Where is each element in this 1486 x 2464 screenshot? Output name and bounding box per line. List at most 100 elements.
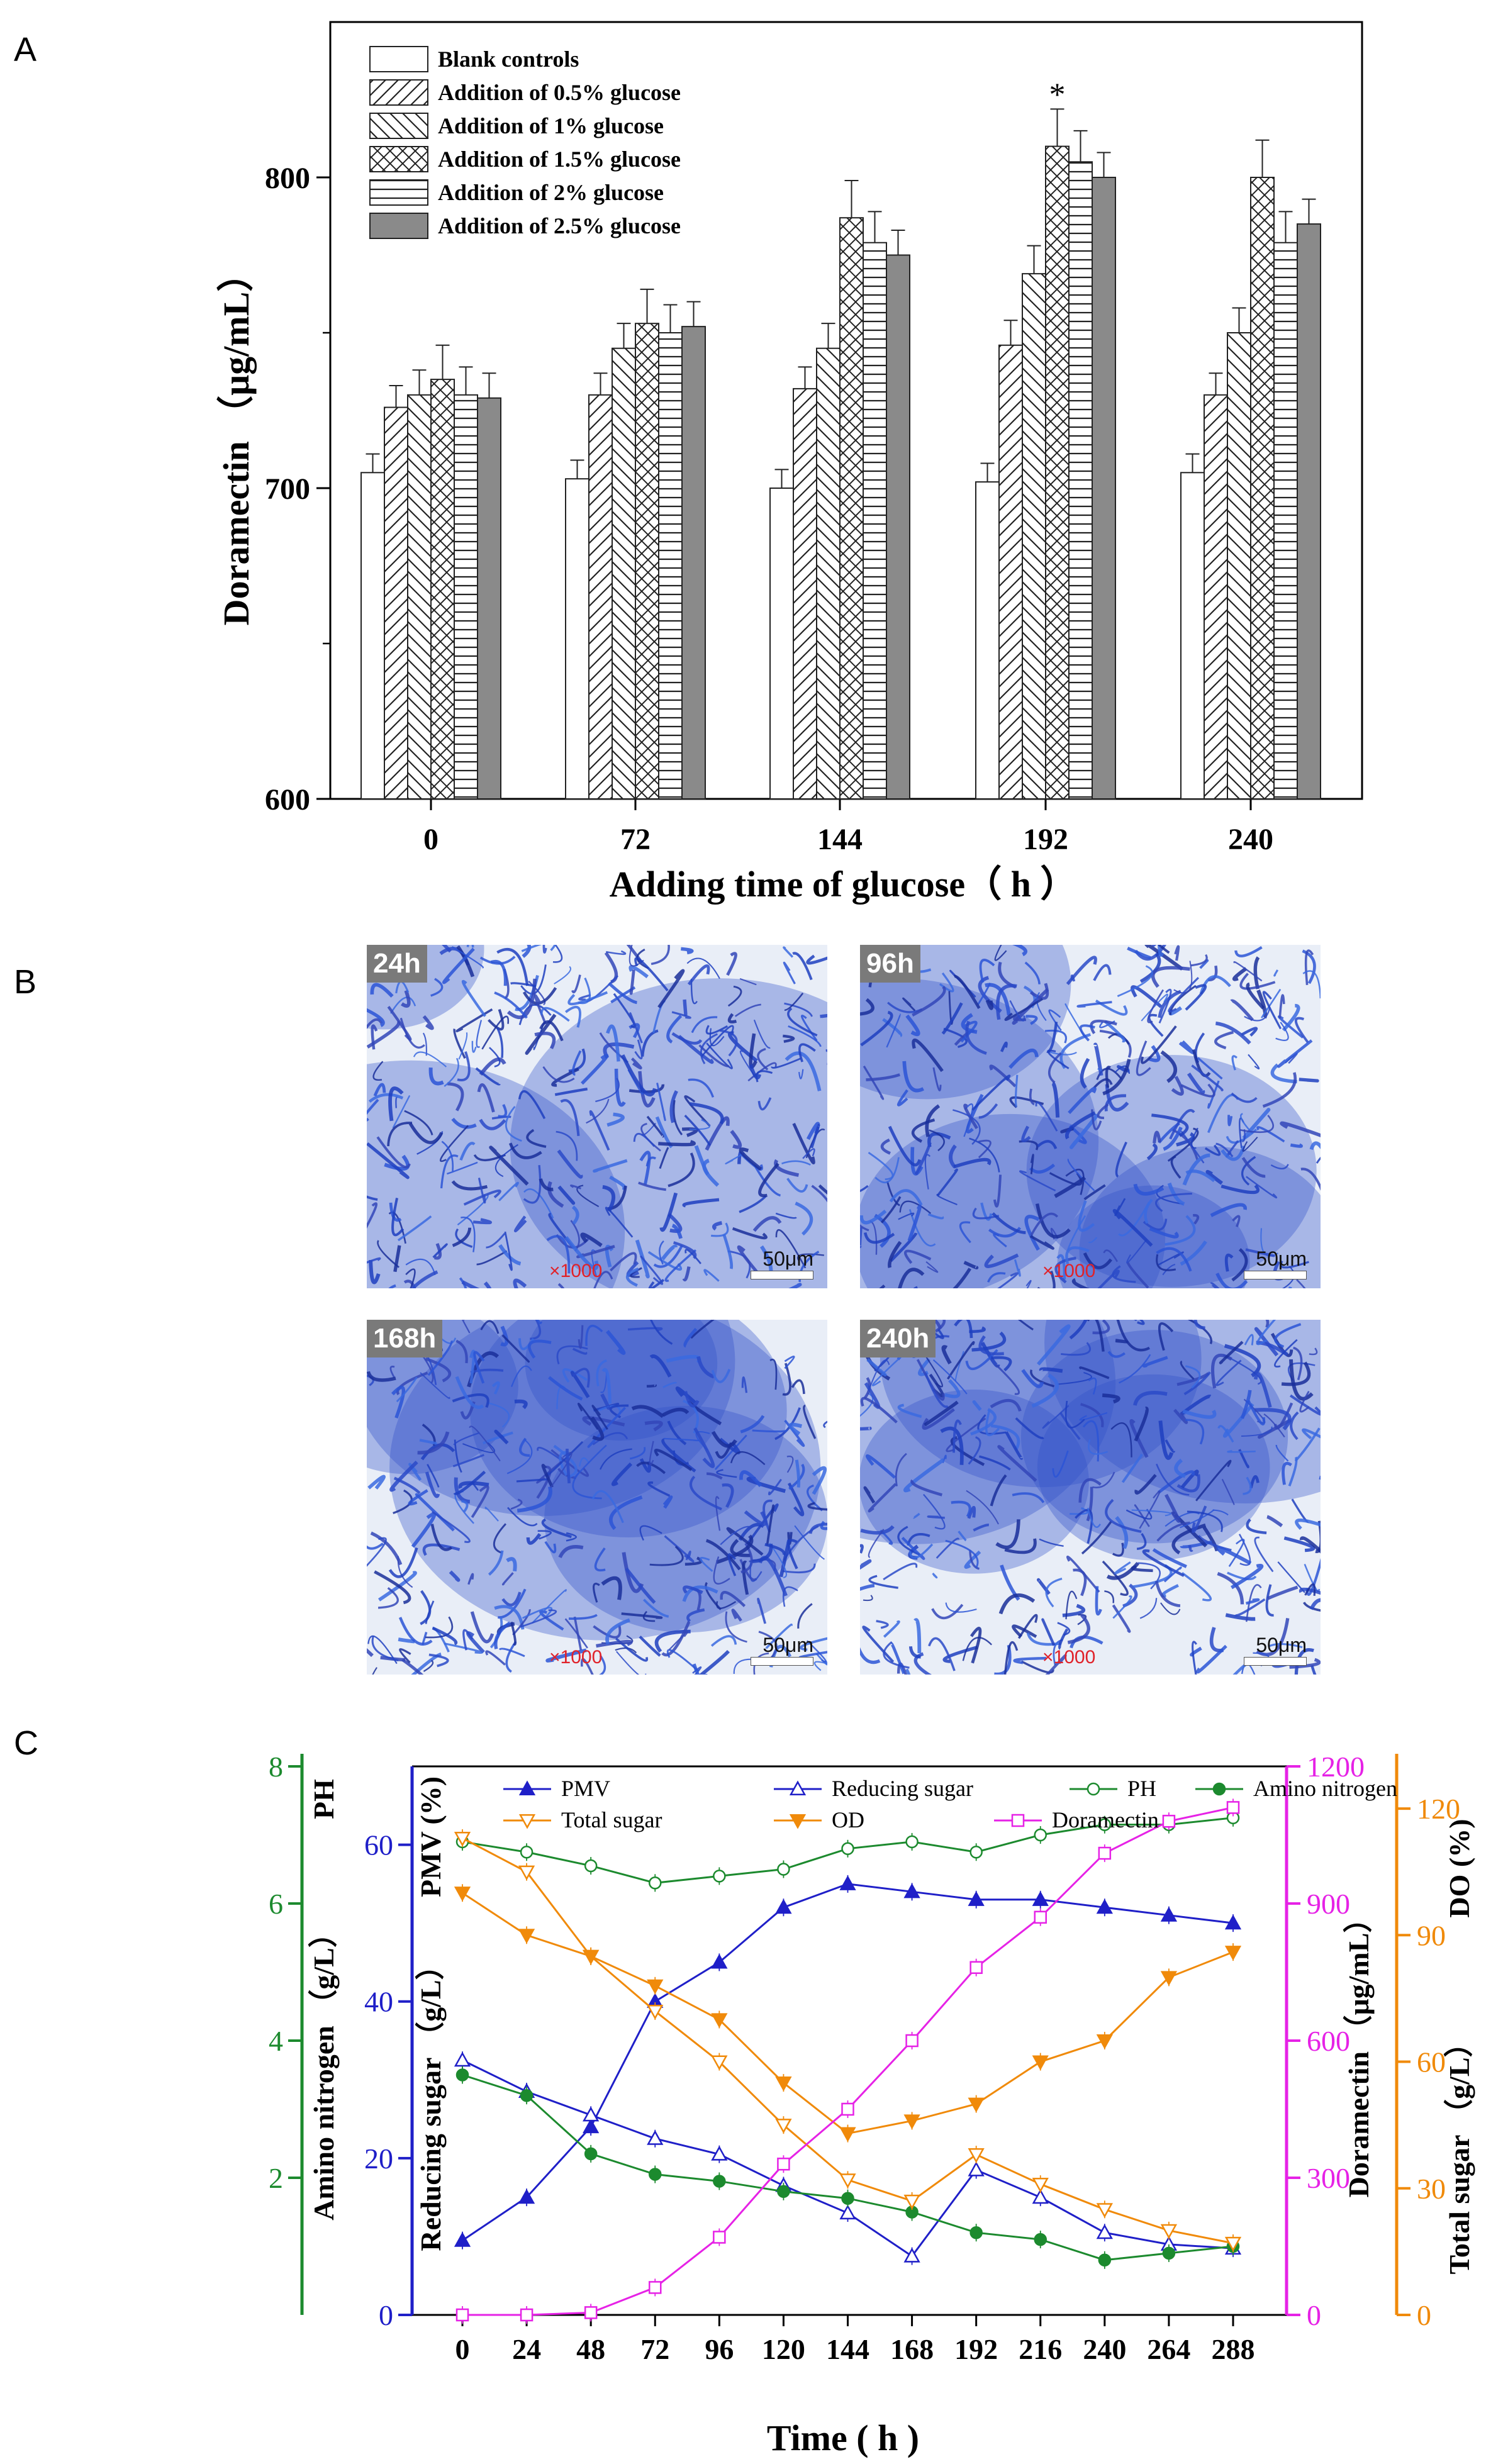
amino-nitrogen-point <box>841 2192 854 2205</box>
hypha-strand <box>523 1165 542 1204</box>
hypha-strand <box>1280 1260 1309 1269</box>
hypha-strand <box>807 1502 827 1511</box>
hypha-strand <box>868 1575 898 1589</box>
hypha-strand <box>1254 1536 1274 1573</box>
hypha-strand <box>593 1624 622 1639</box>
hypha-strand <box>452 1454 484 1468</box>
hypha-strand <box>1238 1449 1249 1469</box>
hypha-strand <box>541 1464 554 1488</box>
hypha-strand <box>756 1070 773 1083</box>
magnification-label: ×1000 <box>549 1647 603 1668</box>
hypha-strand <box>1142 1218 1168 1231</box>
hypha-strand <box>978 976 1002 1013</box>
hypha-strand <box>1061 1342 1092 1356</box>
hypha-strand <box>570 1185 581 1190</box>
scale-bar <box>751 1657 813 1666</box>
hypha-strand <box>977 983 991 1005</box>
hypha-strand <box>605 1618 630 1645</box>
hypha-strand <box>690 1102 724 1125</box>
hypha-strand <box>1092 1320 1110 1335</box>
hypha-strand <box>820 1520 827 1530</box>
hypha-strand <box>405 1258 436 1275</box>
hypha-strand <box>578 1325 584 1349</box>
hypha-strand <box>742 1560 749 1595</box>
hypha-strand <box>1126 1508 1153 1520</box>
hypha-strand <box>579 1457 590 1467</box>
hypha-strand <box>725 1152 745 1165</box>
hypha-strand <box>1152 1548 1187 1568</box>
bar <box>998 344 1023 800</box>
hypha-strand <box>879 1285 886 1288</box>
amino-nitrogen-point <box>1162 2246 1176 2260</box>
hypha-strand <box>1009 1000 1025 1022</box>
hypha-strand <box>1199 959 1209 969</box>
od-point <box>583 1949 600 1965</box>
hypha-strand <box>1299 1390 1310 1413</box>
hypha-strand <box>1104 1590 1115 1603</box>
hypha-strand <box>427 1464 440 1488</box>
hypha-strand <box>739 978 757 986</box>
hypha-strand <box>1243 1476 1252 1495</box>
hypha-strand <box>661 1244 678 1261</box>
hypha-strand <box>690 979 698 1005</box>
x-tick-label: 48 <box>576 2333 605 2365</box>
hypha-strand <box>1036 992 1047 1022</box>
scale-bar <box>751 1271 813 1279</box>
hypha-strand <box>987 1272 1006 1283</box>
hypha-strand <box>1095 1000 1128 1016</box>
hypha-strand <box>1205 1170 1223 1185</box>
hypha-strand <box>866 1454 897 1479</box>
ph-tick-label: 2 <box>269 2162 283 2194</box>
hypha-strand <box>1106 1562 1139 1580</box>
hypha-strand <box>1031 1373 1059 1408</box>
hypha-strand <box>1114 1065 1131 1074</box>
hypha-strand <box>367 1542 384 1550</box>
hypha-strand <box>818 1184 827 1195</box>
hypha-strand <box>1292 1346 1303 1381</box>
micrograph-240h: 240h ×1000 50μm <box>860 1320 1321 1675</box>
hypha-strand <box>1187 1510 1223 1532</box>
hypha-strand <box>993 1233 1007 1248</box>
legend-marker-total-sugar <box>518 1814 536 1829</box>
hypha-strand <box>373 1083 386 1097</box>
hypha-strand <box>428 1653 449 1668</box>
hypha-strand <box>1134 1474 1157 1495</box>
hypha-strand <box>1170 1155 1182 1179</box>
hypha-strand <box>1158 1420 1174 1460</box>
hypha-strand <box>903 1458 945 1493</box>
hypha-strand <box>1158 1251 1184 1266</box>
hypha-strand <box>1119 1354 1151 1384</box>
hypha-strand <box>959 1221 971 1244</box>
hypha-strand <box>608 982 637 1005</box>
hypha-strand <box>1294 1427 1321 1462</box>
hypha-strand <box>1180 1360 1195 1380</box>
hypha-strand <box>649 1441 654 1466</box>
hypha-strand <box>554 966 571 984</box>
hypha-strand <box>775 1212 797 1219</box>
ph-point <box>905 1835 919 1849</box>
hypha-strand <box>786 1456 794 1473</box>
hypha-strand <box>860 1185 869 1193</box>
hypha-strand <box>668 1152 695 1188</box>
hypha-strand <box>628 965 649 979</box>
ph-axis-label: PH <box>308 1779 340 1819</box>
bar <box>612 347 636 800</box>
hypha-strand <box>967 1505 976 1519</box>
pmv-point <box>968 1891 985 1906</box>
hypha-strand <box>1105 1498 1142 1533</box>
hypha-strand <box>1090 1019 1117 1034</box>
bar <box>863 242 887 800</box>
hypha-strand <box>1241 1157 1266 1178</box>
hypha-strand <box>1247 1400 1266 1425</box>
hypha-strand <box>479 1118 506 1130</box>
hypha-strand <box>1187 1320 1212 1344</box>
hypha-strand <box>969 1550 980 1570</box>
hyphae-cluster <box>1037 1374 1270 1561</box>
hypha-strand <box>962 1637 992 1661</box>
hypha-strand <box>1282 1266 1295 1288</box>
amino-nitrogen-point <box>584 2147 598 2161</box>
hypha-strand <box>376 1136 411 1169</box>
hypha-strand <box>690 1320 715 1339</box>
hypha-strand <box>1225 1613 1256 1621</box>
hypha-strand <box>1241 1156 1256 1186</box>
